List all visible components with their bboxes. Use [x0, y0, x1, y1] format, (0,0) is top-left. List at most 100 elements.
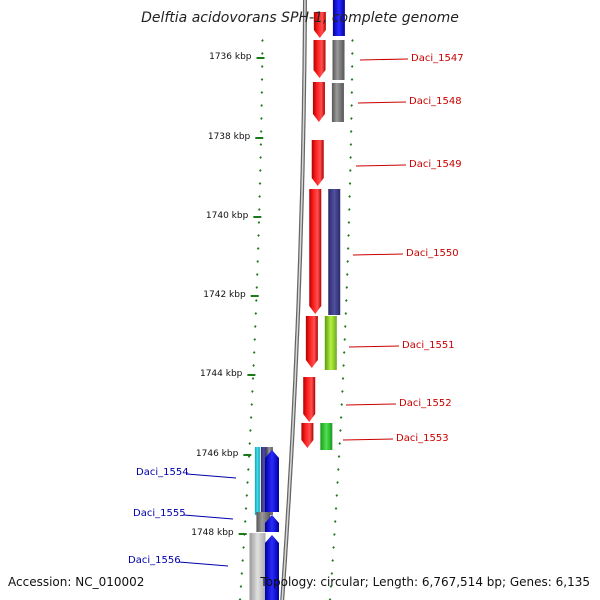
tick-track-right [350, 104, 353, 107]
gene-leader-line [359, 58, 409, 61]
cog-block-reverse [249, 533, 266, 600]
gene-label[interactable]: Daci_1550 [406, 248, 459, 259]
tick-track-right [339, 416, 343, 419]
tick-track-right [331, 559, 335, 562]
tick-track-right [340, 403, 344, 406]
scale-label: 1738 kbp [207, 132, 251, 142]
tick-track-left [256, 247, 260, 250]
tick-track-left [259, 143, 263, 146]
tick-track-left [252, 351, 256, 354]
gene-label[interactable]: Daci_1556 [128, 555, 181, 566]
cog-block [320, 423, 333, 450]
tick-track-left [254, 299, 258, 302]
tick-track-right [337, 468, 340, 471]
gene-block-reverse [265, 535, 279, 600]
tick-track-right [346, 260, 350, 263]
tick-track-right [350, 117, 353, 120]
tick-track-right [332, 546, 335, 549]
gene-leader-line [357, 101, 407, 104]
tick-track-right [341, 390, 344, 393]
tick-track-left [239, 585, 243, 588]
gene-label[interactable]: Daci_1547 [411, 53, 464, 64]
tick-track-right [349, 169, 352, 172]
gene-leader-line [352, 253, 404, 256]
gene-leader-line [183, 514, 234, 520]
gene-label[interactable]: Daci_1552 [399, 398, 452, 409]
tick-track-right [344, 299, 348, 302]
tick-track-right [329, 585, 333, 588]
tick-track-left [249, 429, 252, 432]
scale-label: 1740 kbp [205, 211, 249, 221]
gene-leader-line [348, 345, 400, 348]
cog-block [331, 83, 344, 122]
tick-track-left [247, 468, 250, 471]
tick-track-right [348, 195, 351, 198]
gene-leader-line [178, 561, 229, 567]
accession-label: Accession: NC_010002 [8, 575, 145, 589]
gene-label[interactable]: Daci_1551 [402, 340, 455, 351]
tick-track-left [243, 520, 247, 523]
tick-track-right [349, 156, 352, 159]
tick-track-right [339, 429, 342, 432]
tick-track-left [260, 104, 263, 107]
gene-block-forward [309, 189, 322, 314]
gene-block-reverse [265, 450, 279, 512]
tick-track-left [260, 65, 264, 68]
tick-track-right [336, 481, 339, 484]
gene-label[interactable]: Daci_1553 [396, 433, 449, 444]
tick-track-left [246, 481, 249, 484]
tick-track-right [333, 520, 337, 523]
tick-track-left [257, 221, 261, 224]
tick-track-left [260, 117, 263, 120]
tick-track-left [247, 455, 251, 458]
tick-track-right [348, 182, 352, 185]
tick-track-right [345, 273, 349, 276]
tick-track-left [245, 494, 249, 497]
tick-track-right [344, 312, 348, 315]
tick-track-right [346, 247, 350, 250]
topology-label: Topology: circular; Length: 6,767,514 bp… [260, 575, 590, 589]
cog-block [332, 0, 345, 36]
tick-track-right [349, 130, 353, 133]
tick-track-right [341, 377, 345, 380]
tick-track-right [351, 39, 354, 42]
cog-block-reverse [254, 447, 260, 515]
tick-track-left [261, 39, 264, 42]
gene-label[interactable]: Daci_1548 [409, 96, 462, 107]
tick-track-left [257, 234, 260, 237]
gene-block-forward [312, 82, 325, 122]
scale-label: 1748 kbp [191, 528, 234, 538]
gene-block-forward [303, 377, 316, 422]
tick-track-right [343, 325, 347, 328]
tick-track-right [349, 143, 353, 146]
cog-block [332, 40, 345, 80]
tick-track-right [350, 91, 354, 94]
tick-track-left [260, 78, 264, 81]
tick-track-left [255, 286, 259, 289]
tick-track-left [261, 52, 264, 55]
gene-block-forward [311, 140, 324, 186]
scale-label: 1742 kbp [203, 290, 246, 300]
tick-track-right [347, 221, 351, 224]
tick-track-right [343, 338, 347, 341]
tick-track-right [330, 572, 334, 575]
backbone-line [280, 0, 307, 600]
gene-block-reverse [265, 515, 279, 532]
gene-label[interactable]: Daci_1555 [133, 508, 186, 519]
tick-track-right [350, 78, 354, 81]
cog-block-reverse [260, 447, 267, 515]
gene-block-forward [305, 316, 318, 368]
scale-label: 1736 kbp [209, 52, 252, 62]
cog-block [324, 316, 337, 370]
tick-track-left [242, 546, 245, 549]
tick-track-left [253, 325, 257, 328]
gene-block-forward [313, 12, 326, 38]
tick-track-right [335, 494, 339, 497]
gene-label[interactable]: Daci_1549 [409, 159, 462, 170]
gene-label[interactable]: Daci_1554 [136, 467, 189, 478]
tick-track-left [251, 377, 255, 380]
tick-track-right [338, 442, 342, 445]
gene-leader-line [186, 473, 237, 479]
cog-block [328, 189, 341, 315]
